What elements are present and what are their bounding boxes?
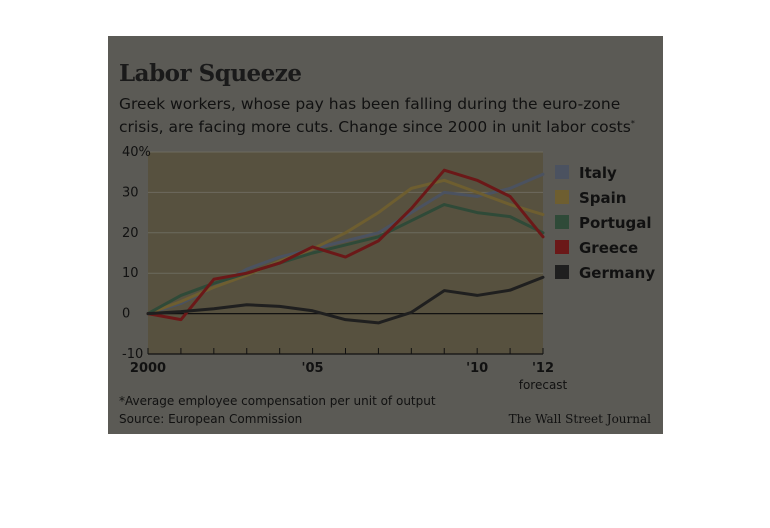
- legend-label-greece: Greece: [579, 239, 638, 257]
- series-line-portugal: [146, 203, 545, 316]
- legend-label-portugal: Portugal: [579, 214, 652, 232]
- legend-label-spain: Spain: [579, 189, 626, 207]
- series-line-greece: [146, 168, 545, 322]
- chart-footnote: *Average employee compensation per unit …: [119, 394, 436, 408]
- legend-swatch-germany: [555, 265, 569, 279]
- chart-subtitle: Greek workers, whose pay has been fallin…: [119, 94, 649, 137]
- x-forecast-note: forecast: [519, 378, 568, 392]
- y-tick-label: 40%: [122, 145, 151, 160]
- legend-swatch-italy: [555, 165, 569, 179]
- line-chart: 40% 30 20 10 0 -10 2000 '05 '10 '12 forecast Ital…: [122, 145, 655, 392]
- chart-card: Labor Squeeze Greek workers, whose pay h…: [108, 36, 663, 434]
- y-tick-label: 20: [122, 226, 139, 241]
- chart-credit: The Wall Street Journal: [508, 412, 651, 426]
- series-line-germany: [146, 275, 545, 325]
- series-lines: [146, 168, 545, 325]
- y-axis-ticks: 40% 30 20 10 0 -10: [122, 145, 151, 362]
- legend-swatch-spain: [555, 190, 569, 204]
- y-tick-label: 0: [122, 307, 130, 322]
- subtitle-text: Greek workers, whose pay has been fallin…: [119, 95, 631, 137]
- y-tick-label: -10: [122, 347, 143, 362]
- legend: Italy Spain Portugal Greece Germany: [555, 164, 655, 282]
- legend-swatch-portugal: [555, 215, 569, 229]
- legend-label-italy: Italy: [579, 164, 617, 182]
- x-tick-label: '12: [532, 361, 554, 376]
- x-axis-ticks: 2000 '05 '10 '12 forecast: [130, 348, 568, 392]
- x-tick-label: 2000: [130, 361, 166, 376]
- chart-title: Labor Squeeze: [119, 60, 302, 87]
- subtitle-footnote-marker: *: [630, 119, 635, 128]
- series-line-spain: [146, 178, 545, 316]
- chart-source: Source: European Commission: [119, 412, 303, 426]
- legend-swatch-greece: [555, 240, 569, 254]
- y-tick-label: 10: [122, 266, 139, 281]
- x-tick-label: '05: [302, 361, 324, 376]
- x-tick-label: '10: [466, 361, 488, 376]
- legend-label-germany: Germany: [579, 264, 655, 282]
- y-tick-label: 30: [122, 185, 139, 200]
